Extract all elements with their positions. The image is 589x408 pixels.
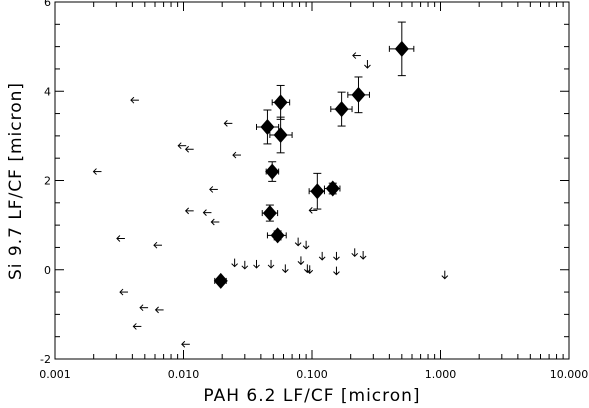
y-tick-labels: -2 0 2 4 6	[40, 0, 51, 366]
y-upper-limit-arrow	[306, 265, 314, 274]
y-upper-limit-arrow	[281, 264, 289, 274]
y-tick-label: 2	[44, 175, 51, 188]
diamond-marker	[394, 40, 409, 57]
x-upper-limit-arrow	[153, 241, 162, 249]
upper-limit-markers	[92, 52, 449, 348]
diamond-marker	[213, 272, 228, 289]
axis-ticks	[54, 1, 569, 360]
x-upper-limit-arrow	[308, 207, 318, 214]
diamond-marker	[273, 126, 288, 143]
x-tick-label: 0.100	[296, 368, 328, 381]
x-tick-label: 0.001	[39, 368, 71, 381]
y-upper-limit-arrow	[441, 270, 449, 280]
diamond-marker	[260, 118, 275, 135]
y-tick-label: 4	[44, 85, 51, 98]
x-upper-limit-arrow	[116, 235, 125, 242]
detection-point	[269, 116, 293, 154]
x-upper-limit-arrow	[184, 207, 194, 215]
diamond-marker	[351, 86, 366, 103]
x-tick-label: 0.010	[168, 368, 200, 381]
detection-point	[323, 180, 341, 197]
x-upper-limit-arrow	[132, 323, 142, 330]
plot-frame	[54, 1, 570, 360]
x-upper-limit-arrow	[139, 304, 149, 312]
detection-point	[271, 84, 291, 120]
x-upper-limit-arrow	[130, 96, 139, 104]
diamond-marker	[262, 205, 277, 222]
x-tick-labels: 0.001 0.010 0.100 1.000 10.000	[39, 368, 588, 381]
x-axis-label: PAH 6.2 LF/CF [micron]	[203, 386, 420, 406]
x-upper-limit-arrow	[352, 52, 361, 59]
x-upper-limit-arrow	[184, 145, 194, 153]
diamond-marker	[265, 163, 280, 180]
x-upper-limit-arrow	[232, 151, 241, 159]
y-upper-limit-arrow	[333, 251, 340, 261]
detection-point	[330, 91, 353, 127]
y-upper-limit-arrow	[359, 251, 367, 260]
detection-markers	[213, 21, 415, 289]
x-upper-limit-arrow	[209, 186, 218, 193]
y-tick-label: -2	[40, 353, 51, 366]
x-tick-label: 10.000	[550, 368, 589, 381]
detection-point	[213, 272, 228, 289]
detection-point	[256, 109, 280, 145]
y-upper-limit-arrow	[294, 237, 302, 247]
diamond-marker	[310, 183, 325, 200]
x-upper-limit-arrow	[177, 142, 187, 150]
x-upper-limit-arrow	[202, 209, 212, 216]
y-upper-limit-arrow	[231, 258, 238, 268]
detection-point	[388, 21, 415, 77]
detection-point	[347, 76, 370, 114]
diamond-marker	[325, 180, 340, 197]
detection-point	[266, 227, 287, 244]
detection-point	[261, 204, 279, 222]
y-tick-label: 0	[44, 264, 51, 277]
x-upper-limit-arrow	[154, 306, 164, 314]
y-tick-label: 6	[44, 0, 51, 9]
diamond-marker	[334, 101, 349, 118]
y-axis-label: Si 9.7 LF/CF [micron]	[6, 82, 26, 280]
y-upper-limit-arrow	[302, 240, 310, 250]
x-upper-limit-arrow	[181, 340, 190, 348]
y-upper-limit-arrow	[267, 259, 275, 269]
x-upper-limit-arrow	[119, 288, 129, 296]
diamond-marker	[273, 94, 288, 111]
y-upper-limit-arrow	[297, 256, 305, 266]
y-upper-limit-arrow	[364, 60, 371, 69]
y-upper-limit-arrow	[253, 259, 260, 269]
detection-point	[308, 172, 325, 210]
x-upper-limit-arrow	[92, 168, 102, 175]
diamond-marker	[270, 227, 285, 244]
y-upper-limit-arrow	[333, 266, 340, 276]
x-upper-limit-arrow	[223, 120, 233, 127]
y-upper-limit-arrow	[351, 248, 359, 258]
detection-point	[265, 161, 280, 182]
y-upper-limit-arrow	[241, 260, 249, 270]
y-upper-limit-arrow	[318, 251, 326, 261]
x-upper-limit-arrow	[210, 218, 220, 226]
x-tick-label: 1.000	[425, 368, 457, 381]
